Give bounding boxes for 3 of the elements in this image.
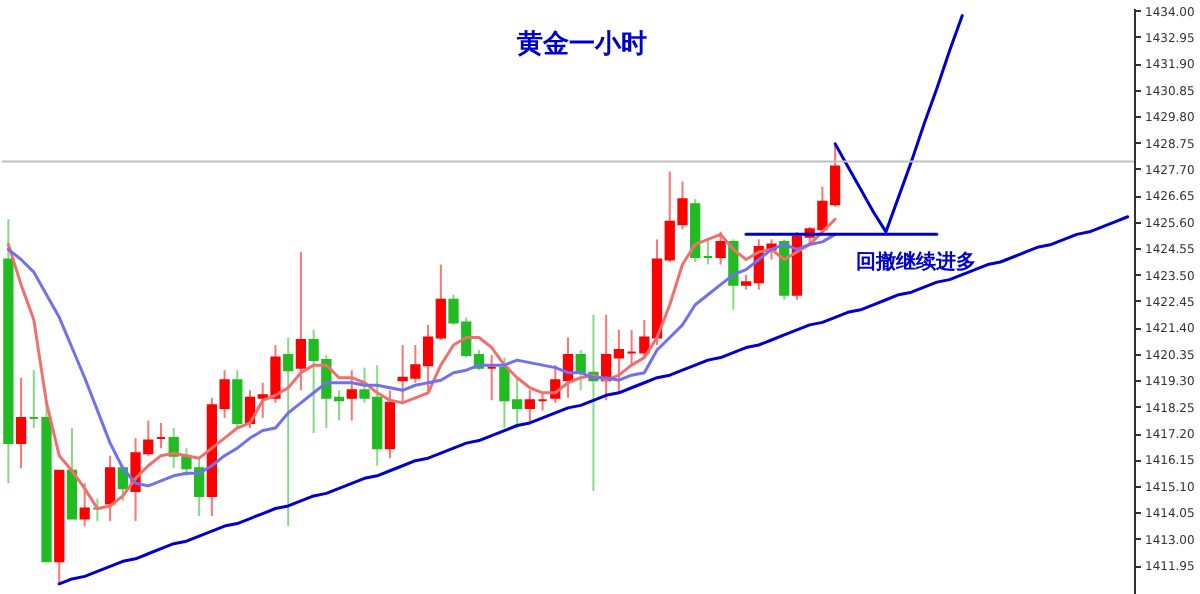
annotation: 回撤继续进多 bbox=[856, 250, 976, 274]
text: 黄金一小时 bbox=[515, 30, 647, 60]
line-series bbox=[57, 215, 1130, 586]
